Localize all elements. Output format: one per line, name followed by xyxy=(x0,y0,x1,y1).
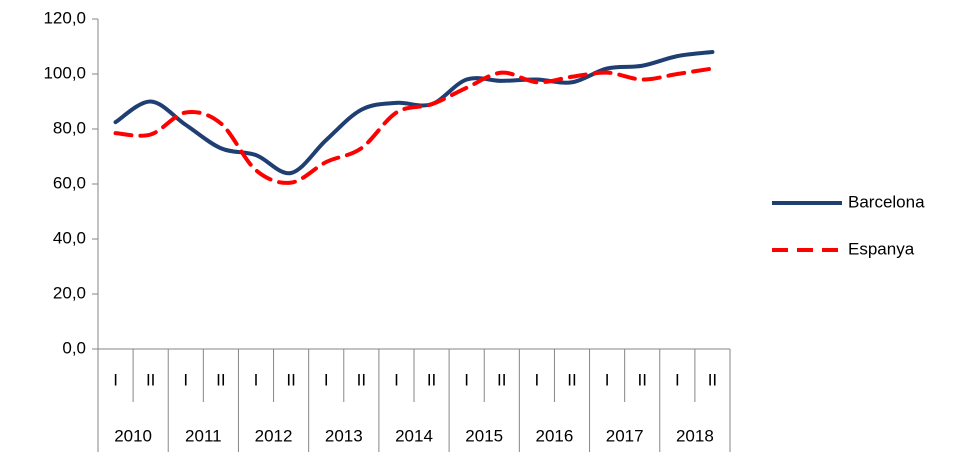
x-tick-label: II xyxy=(357,370,366,389)
x-tick-label: I xyxy=(675,370,680,389)
x-tick-label: II xyxy=(567,370,576,389)
x-group-label: 2015 xyxy=(465,426,503,445)
x-group-label: 2011 xyxy=(185,426,222,445)
y-tick-label: 40,0 xyxy=(53,228,86,247)
x-group-label: 2012 xyxy=(255,426,293,445)
x-tick-label: I xyxy=(394,370,399,389)
legend-label: Barcelona xyxy=(848,192,925,211)
x-tick-label: I xyxy=(254,370,259,389)
x-tick-label: I xyxy=(464,370,469,389)
y-tick-label: 120,0 xyxy=(43,8,86,27)
x-tick-label: I xyxy=(113,370,118,389)
x-tick-label: I xyxy=(324,370,329,389)
x-group-label: 2013 xyxy=(325,426,363,445)
x-tick-label: II xyxy=(286,370,295,389)
x-tick-label: I xyxy=(535,370,540,389)
x-tick-label: I xyxy=(605,370,610,389)
y-tick-label: 0,0 xyxy=(62,338,86,357)
x-group-label: 2014 xyxy=(395,426,433,445)
x-tick-label: II xyxy=(497,370,506,389)
y-tick-label: 20,0 xyxy=(53,283,86,302)
y-tick-label: 60,0 xyxy=(53,173,86,192)
x-tick-label: II xyxy=(146,370,155,389)
line-series xyxy=(113,50,715,176)
line-series xyxy=(113,66,715,185)
legend-label: Espanya xyxy=(848,239,915,258)
x-tick-label: I xyxy=(183,370,188,389)
y-tick-label: 100,0 xyxy=(43,63,86,82)
x-group-label: 2016 xyxy=(536,426,574,445)
x-group-label: 2017 xyxy=(606,426,644,445)
x-tick-label: II xyxy=(637,370,646,389)
x-group-label: 2010 xyxy=(114,426,152,445)
x-tick-label: II xyxy=(216,370,225,389)
x-group-label: 2018 xyxy=(676,426,714,445)
y-tick-label: 80,0 xyxy=(53,118,86,137)
x-tick-label: II xyxy=(708,370,717,389)
x-tick-label: II xyxy=(427,370,436,389)
